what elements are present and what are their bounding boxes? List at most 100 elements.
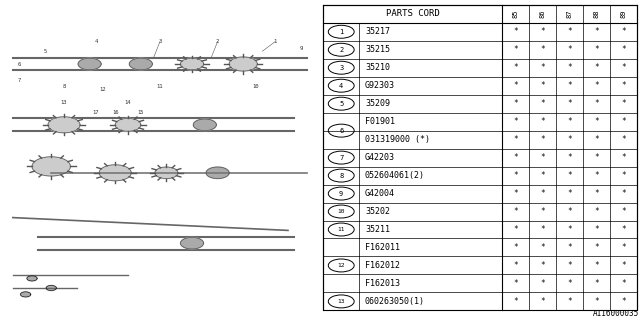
Text: *: *: [513, 27, 518, 36]
Text: *: *: [513, 243, 518, 252]
Text: *: *: [594, 117, 598, 126]
Text: *: *: [621, 45, 626, 54]
Text: *: *: [594, 207, 598, 216]
Polygon shape: [129, 58, 152, 70]
Polygon shape: [48, 117, 80, 133]
Text: *: *: [594, 171, 598, 180]
Text: 031319000 (*): 031319000 (*): [365, 135, 430, 144]
Text: 060263050(1): 060263050(1): [365, 297, 425, 306]
Text: 17: 17: [93, 109, 99, 115]
Text: *: *: [594, 45, 598, 54]
Text: 35211: 35211: [365, 225, 390, 234]
Text: G42203: G42203: [365, 153, 395, 162]
Text: 10: 10: [253, 84, 259, 89]
Text: A116000035: A116000035: [593, 309, 639, 318]
Text: 15: 15: [138, 109, 144, 115]
Text: *: *: [540, 225, 545, 234]
Text: *: *: [567, 297, 572, 306]
Text: 7: 7: [17, 77, 21, 83]
Text: *: *: [567, 135, 572, 144]
Text: *: *: [513, 189, 518, 198]
Text: 35209: 35209: [365, 99, 390, 108]
Text: *: *: [513, 225, 518, 234]
Text: 1: 1: [273, 39, 277, 44]
Text: 35202: 35202: [365, 207, 390, 216]
Text: *: *: [621, 63, 626, 72]
Text: 89: 89: [620, 10, 627, 18]
Text: *: *: [594, 81, 598, 90]
Text: *: *: [621, 117, 626, 126]
Text: *: *: [621, 153, 626, 162]
Text: *: *: [567, 153, 572, 162]
Text: 4: 4: [94, 39, 98, 44]
Text: *: *: [513, 63, 518, 72]
Text: *: *: [567, 207, 572, 216]
Text: *: *: [594, 63, 598, 72]
Text: *: *: [513, 99, 518, 108]
Text: *: *: [594, 153, 598, 162]
Text: *: *: [540, 117, 545, 126]
Text: *: *: [567, 45, 572, 54]
Polygon shape: [193, 119, 216, 131]
Text: 12: 12: [337, 263, 345, 268]
Text: *: *: [513, 297, 518, 306]
Text: *: *: [540, 135, 545, 144]
Text: *: *: [594, 189, 598, 198]
Text: *: *: [567, 261, 572, 270]
Text: *: *: [594, 297, 598, 306]
Text: *: *: [540, 153, 545, 162]
Text: F01901: F01901: [365, 117, 395, 126]
Text: *: *: [621, 81, 626, 90]
Text: 11: 11: [157, 84, 163, 89]
Text: *: *: [594, 27, 598, 36]
Text: 86: 86: [540, 10, 545, 18]
Text: 11: 11: [337, 227, 345, 232]
Text: F162011: F162011: [365, 243, 400, 252]
Text: 13: 13: [61, 100, 67, 105]
Text: *: *: [540, 171, 545, 180]
Text: *: *: [540, 207, 545, 216]
Text: *: *: [567, 189, 572, 198]
Text: 88: 88: [593, 10, 599, 18]
Polygon shape: [180, 237, 204, 249]
Text: *: *: [513, 117, 518, 126]
Text: *: *: [567, 81, 572, 90]
Polygon shape: [99, 165, 131, 181]
Polygon shape: [180, 58, 204, 70]
Text: *: *: [513, 261, 518, 270]
Text: 7: 7: [339, 155, 343, 161]
Text: 85: 85: [513, 10, 518, 18]
Text: *: *: [594, 135, 598, 144]
Text: 35215: 35215: [365, 45, 390, 54]
Text: *: *: [621, 135, 626, 144]
Text: 16: 16: [112, 109, 118, 115]
Text: *: *: [540, 63, 545, 72]
Text: *: *: [513, 153, 518, 162]
Text: *: *: [567, 171, 572, 180]
Polygon shape: [32, 157, 70, 176]
Text: 13: 13: [337, 299, 345, 304]
Text: *: *: [621, 297, 626, 306]
Text: 5: 5: [339, 101, 343, 107]
Text: 35217: 35217: [365, 27, 390, 36]
Polygon shape: [27, 276, 37, 281]
Text: 6: 6: [339, 128, 343, 134]
Text: PARTS CORD: PARTS CORD: [386, 9, 440, 18]
Text: *: *: [540, 99, 545, 108]
Text: G92303: G92303: [365, 81, 395, 90]
Text: 1: 1: [339, 29, 343, 35]
Text: *: *: [513, 45, 518, 54]
Text: 8: 8: [62, 84, 66, 89]
Text: *: *: [621, 189, 626, 198]
Polygon shape: [20, 292, 31, 297]
Text: 2: 2: [216, 39, 220, 44]
Text: *: *: [621, 27, 626, 36]
Text: *: *: [594, 261, 598, 270]
Polygon shape: [46, 285, 56, 291]
Text: *: *: [567, 279, 572, 288]
Text: 4: 4: [339, 83, 343, 89]
Text: F162012: F162012: [365, 261, 400, 270]
Text: *: *: [621, 225, 626, 234]
Text: *: *: [540, 279, 545, 288]
Text: *: *: [540, 243, 545, 252]
